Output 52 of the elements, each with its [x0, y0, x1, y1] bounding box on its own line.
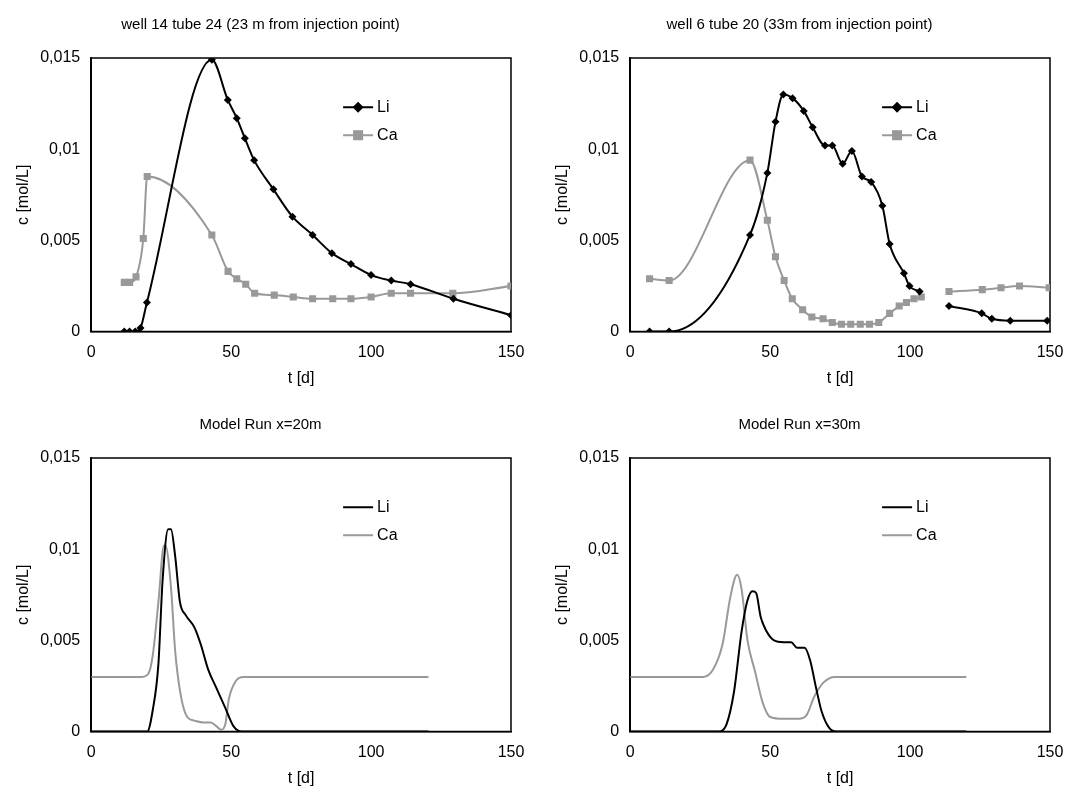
- y-tick-label: 0,015: [40, 48, 81, 66]
- y-tick-label: 0,005: [579, 630, 620, 648]
- y-tick-label: 0: [71, 322, 81, 340]
- y-tick-label: 0,01: [588, 139, 620, 157]
- chart-title: well 6 tube 20 (33m from injection point): [665, 15, 933, 33]
- y-tick-label: 0,005: [40, 630, 81, 648]
- x-tick-label: 0: [86, 742, 96, 760]
- x-tick-label: 50: [761, 342, 780, 360]
- x-tick-label: 100: [357, 342, 385, 360]
- y-tick-label: 0,015: [40, 448, 81, 466]
- y-axis-title: c [mol/L]: [553, 164, 571, 226]
- legend-label: Li: [916, 97, 929, 115]
- x-axis-title: t [d]: [826, 368, 854, 386]
- x-tick-label: 100: [896, 742, 924, 760]
- legend-label: Ca: [377, 125, 398, 143]
- legend-label: Ca: [377, 525, 398, 543]
- y-axis-title: c [mol/L]: [553, 564, 571, 626]
- legend-label: Li: [377, 497, 390, 515]
- x-tick-label: 0: [625, 342, 635, 360]
- x-axis-title: t [d]: [287, 768, 315, 786]
- chart-title: well 14 tube 24 (23 m from injection point): [120, 15, 400, 33]
- y-tick-label: 0: [71, 722, 81, 740]
- y-axis-title: c [mol/L]: [14, 164, 32, 226]
- x-tick-label: 150: [497, 742, 525, 760]
- x-tick-label: 150: [1036, 742, 1064, 760]
- legend-label: Ca: [916, 525, 937, 543]
- legend-label: Li: [916, 497, 929, 515]
- y-tick-label: 0,005: [579, 230, 620, 248]
- x-tick-label: 0: [625, 742, 635, 760]
- chart-title: Model Run x=20m: [199, 415, 322, 433]
- x-tick-label: 150: [497, 342, 525, 360]
- x-axis-title: t [d]: [826, 768, 854, 786]
- legend-label: Li: [377, 97, 390, 115]
- x-tick-label: 50: [222, 742, 241, 760]
- y-tick-label: 0,01: [588, 539, 620, 557]
- x-tick-label: 100: [896, 342, 924, 360]
- x-tick-label: 0: [86, 342, 96, 360]
- x-tick-label: 50: [761, 742, 780, 760]
- y-tick-label: 0,01: [49, 139, 81, 157]
- x-tick-label: 50: [222, 342, 241, 360]
- y-axis-title: c [mol/L]: [14, 564, 32, 626]
- y-tick-label: 0,015: [579, 448, 620, 466]
- y-tick-label: 0,015: [579, 48, 620, 66]
- legend-label: Ca: [916, 125, 937, 143]
- chart-title: Model Run x=30m: [738, 415, 861, 433]
- y-tick-label: 0,005: [40, 230, 81, 248]
- y-tick-label: 0,01: [49, 539, 81, 557]
- x-axis-title: t [d]: [287, 368, 315, 386]
- x-tick-label: 150: [1036, 342, 1064, 360]
- y-tick-label: 0: [610, 722, 620, 740]
- y-tick-label: 0: [610, 322, 620, 340]
- x-tick-label: 100: [357, 742, 385, 760]
